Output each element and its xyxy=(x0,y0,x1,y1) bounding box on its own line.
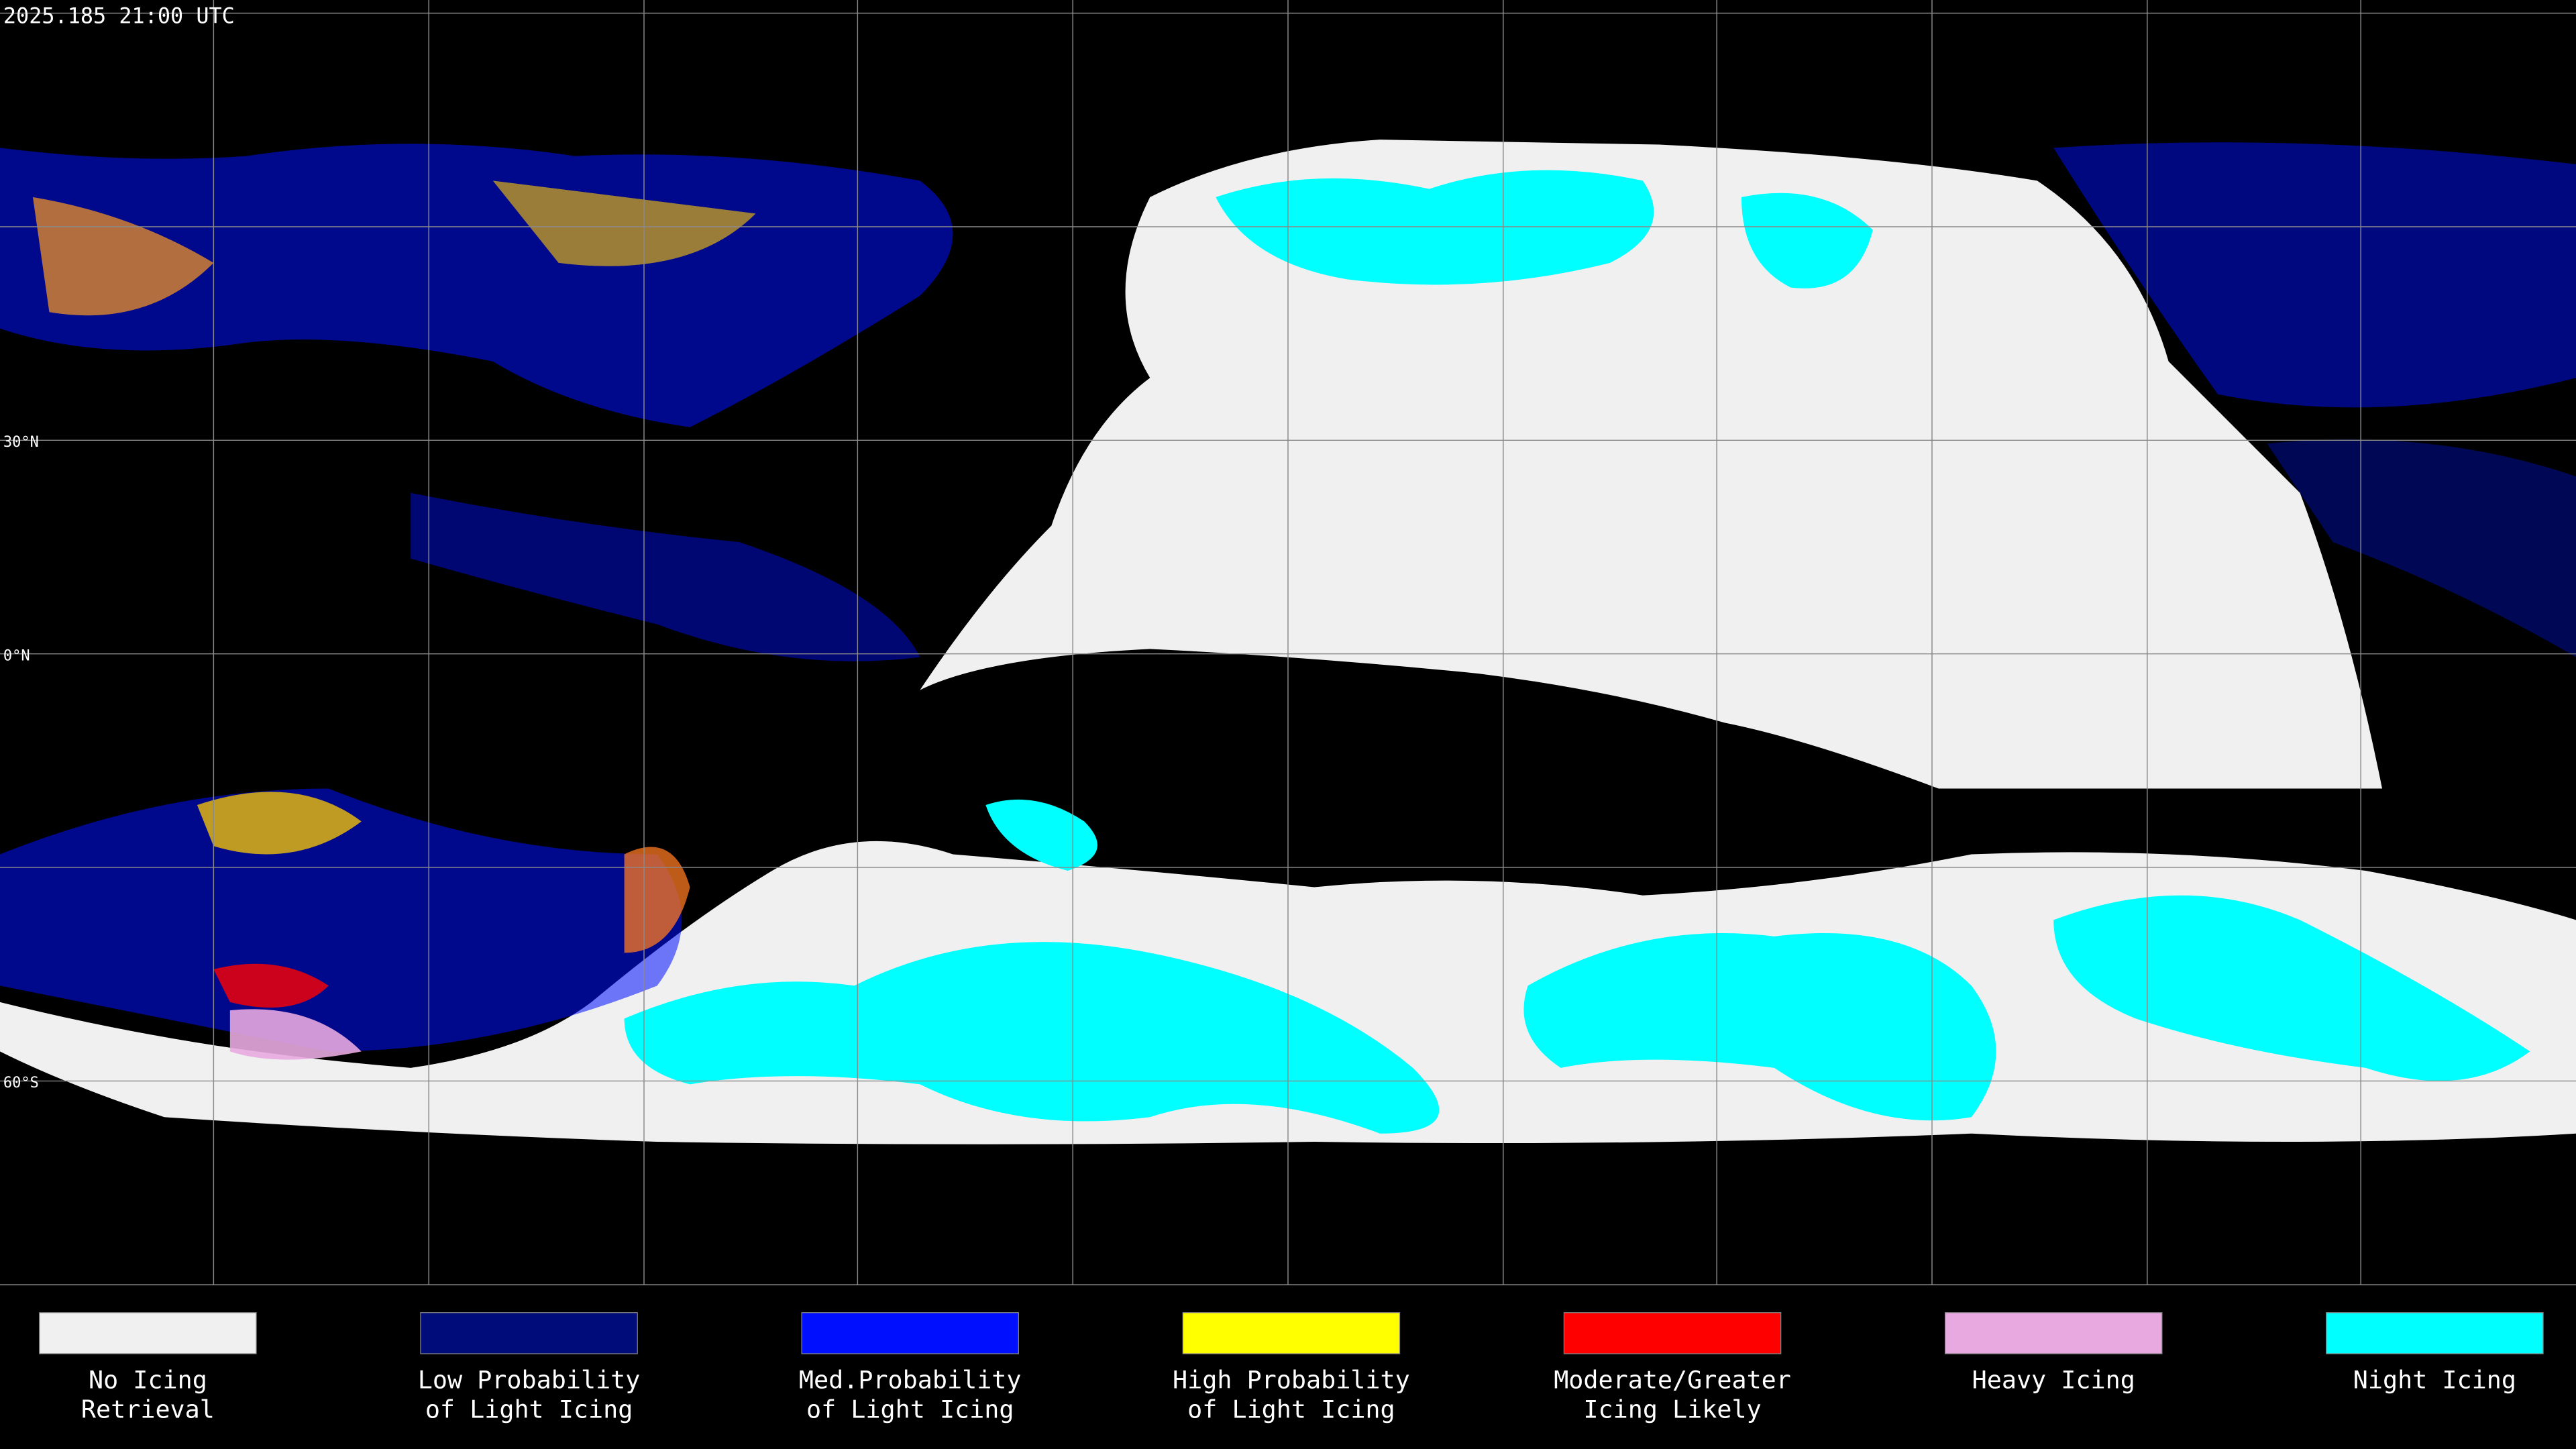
night-icing-area xyxy=(985,799,1097,871)
latitude-label: 30°N xyxy=(3,434,39,451)
med-probability-area xyxy=(0,788,682,1052)
legend-swatch xyxy=(801,1312,1019,1354)
legend-swatch xyxy=(39,1312,257,1354)
night-icing-area xyxy=(2053,895,2530,1081)
low-probability-area xyxy=(2267,439,2576,657)
legend-swatch xyxy=(1182,1312,1401,1354)
latitude-label: 0°N xyxy=(3,647,30,664)
no-icing-area xyxy=(920,140,2383,789)
legend-swatch xyxy=(1944,1312,2163,1354)
night-icing-area xyxy=(1741,193,1873,288)
heavy-icing-area xyxy=(229,1009,362,1060)
icing-area xyxy=(197,792,362,855)
legend-label: Heavy Icing xyxy=(1972,1365,2135,1394)
graticule xyxy=(0,0,2576,1285)
icing-area xyxy=(213,963,329,1008)
med-probability-area xyxy=(2053,142,2576,408)
legend-label: Low Probability xyxy=(418,1365,641,1394)
legend-label: of Light Icing xyxy=(1187,1395,1395,1424)
legend-label: Icing Likely xyxy=(1583,1395,1761,1424)
legend-swatch xyxy=(420,1312,638,1354)
night-icing-area xyxy=(624,942,1440,1134)
legend-label: of Light Icing xyxy=(806,1395,1014,1424)
legend-label: of Light Icing xyxy=(425,1395,633,1424)
latitude-label: 60°S xyxy=(3,1075,39,1091)
timestamp: 2025.185 21:00 UTC xyxy=(3,3,235,28)
legend-label: Moderate/Greater xyxy=(1554,1365,1791,1394)
night-icing-area xyxy=(1216,170,1654,285)
med-probability-area xyxy=(411,492,920,661)
legend-label: No Icing xyxy=(89,1365,207,1394)
icing-area xyxy=(624,847,690,953)
legend-swatch xyxy=(2326,1312,2544,1354)
legend-label: Med.Probability xyxy=(799,1365,1022,1394)
legend-swatch xyxy=(1563,1312,1782,1354)
legend-label: High Probability xyxy=(1173,1365,1410,1394)
legend-label: Retrieval xyxy=(81,1395,215,1424)
legend-label: Night Icing xyxy=(2353,1365,2516,1394)
night-icing-area xyxy=(1523,933,1996,1121)
icing-area xyxy=(492,180,756,266)
